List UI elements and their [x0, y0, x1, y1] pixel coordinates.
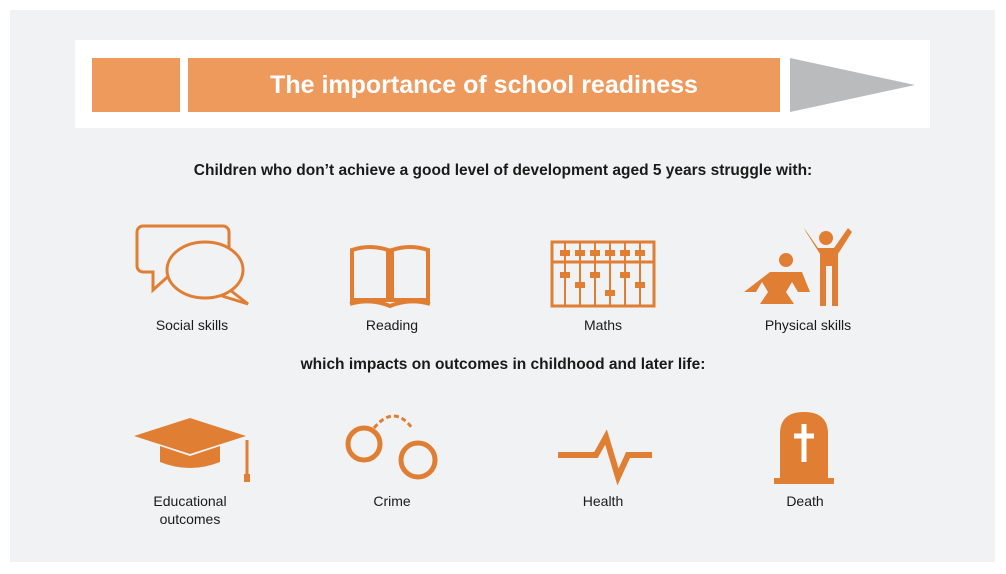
icon-label: Death	[786, 493, 824, 509]
cap	[160, 446, 220, 468]
cuff	[398, 440, 438, 480]
chain	[372, 414, 414, 429]
impact: which impacts on outcomes in childhood a…	[300, 356, 706, 373]
sitting-figure	[744, 272, 810, 304]
mortarboard	[134, 418, 246, 454]
abacus-frame	[550, 240, 656, 308]
icon-label: Health	[582, 493, 624, 509]
book-spine	[349, 299, 431, 309]
standing-figure	[804, 228, 852, 306]
banner-bar	[188, 58, 780, 112]
icon-label: Social skills	[155, 317, 229, 333]
icon-label: Crime	[373, 493, 411, 509]
banner-arrow	[790, 58, 915, 112]
speech-bubble	[135, 224, 231, 294]
icon-label: Physical skills	[764, 317, 852, 333]
book	[350, 245, 430, 302]
abacus-beads	[560, 250, 645, 296]
cuff	[345, 425, 383, 463]
tassel-end	[244, 474, 250, 482]
speech-tail	[221, 288, 249, 306]
head	[779, 253, 793, 267]
speech-bubble	[165, 240, 245, 300]
grave-base	[774, 478, 834, 484]
banner-title: The importance of school readiness	[270, 71, 698, 99]
banner-segment	[92, 58, 180, 112]
cross	[794, 424, 814, 462]
head	[819, 231, 833, 245]
icon-label: Maths	[583, 317, 623, 333]
icon-label: Reading	[365, 317, 419, 333]
intro: Children who don’t achieve a good level …	[193, 162, 813, 179]
icon-label: Educational outcomes	[153, 493, 227, 527]
heartbeat	[558, 429, 652, 486]
